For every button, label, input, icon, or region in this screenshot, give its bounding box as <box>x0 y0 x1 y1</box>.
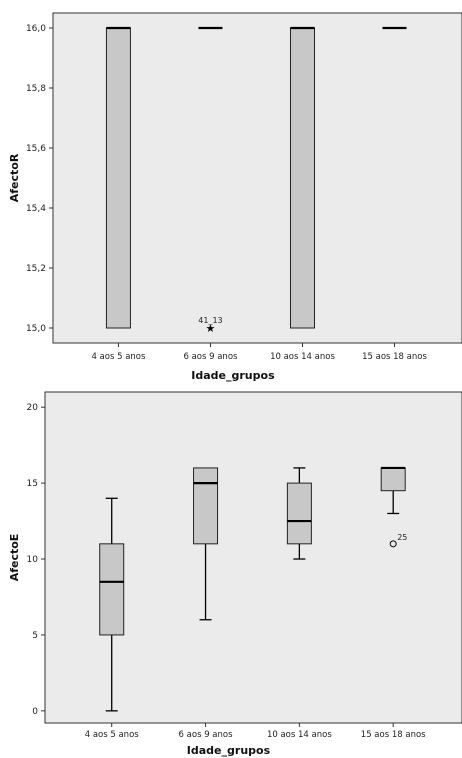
box-4 <box>380 466 406 515</box>
y-tick-label: 15 <box>27 479 38 489</box>
chart-panel-2: 0 5 10 15 20 4 aos 5 anos 6 aos 9 anos 10 aos 1… <box>8 391 462 757</box>
y-tick-label: 15,8 <box>26 84 46 94</box>
x-tick-label: 10 aos 14 anos <box>270 352 335 362</box>
box-body <box>380 467 406 492</box>
box-body <box>289 27 315 329</box>
y-tick-label: 10 <box>27 555 39 565</box>
outlier-label: 25 <box>397 533 407 542</box>
outlier-circle <box>389 540 397 548</box>
x-axis-title: Idade_grupos <box>191 369 275 382</box>
y-tick-label: 15,2 <box>26 264 46 274</box>
box-1 <box>105 26 131 329</box>
x-tick-label: 6 aos 9 anos <box>179 730 234 740</box>
y-tick-label: 20 <box>27 403 39 413</box>
x-tick-label: 6 aos 9 anos <box>183 352 238 362</box>
box-2 <box>193 467 219 621</box>
x-axis-title: Idade_grupos <box>187 744 271 757</box>
box-body <box>99 543 125 636</box>
x-tick-label: 15 aos 18 anos <box>361 730 426 740</box>
y-tick-label: 15,4 <box>26 204 46 214</box>
y-tick-label: 16,0 <box>26 24 46 34</box>
y-axis-title: AfectoE <box>8 534 21 582</box>
y-tick-label: 15,0 <box>26 324 46 334</box>
x-tick-label: 10 aos 14 anos <box>267 730 332 740</box>
outlier-label: 41_13 <box>198 316 222 325</box>
box-3 <box>286 467 312 560</box>
y-axis-title: AfectoR <box>8 153 21 202</box>
x-tick-label: 4 aos 5 anos <box>91 352 146 362</box>
chart-panel-1: 15,0 15,2 15,4 15,6 15,8 16,0 4 aos 5 anos 6 ao… <box>8 12 462 382</box>
box-body <box>286 482 312 545</box>
box-1 <box>99 497 125 712</box>
box-body <box>193 467 219 545</box>
y-tick-label: 0 <box>32 707 38 717</box>
y-tick-label: 15,6 <box>26 144 46 154</box>
x-tick-label: 15 aos 18 anos <box>362 352 427 362</box>
box-body <box>105 27 131 329</box>
y-tick-label: 5 <box>32 631 38 641</box>
box-3 <box>289 26 315 329</box>
outlier-star-icon: ★ <box>206 322 216 335</box>
x-tick-label: 4 aos 5 anos <box>85 730 140 740</box>
